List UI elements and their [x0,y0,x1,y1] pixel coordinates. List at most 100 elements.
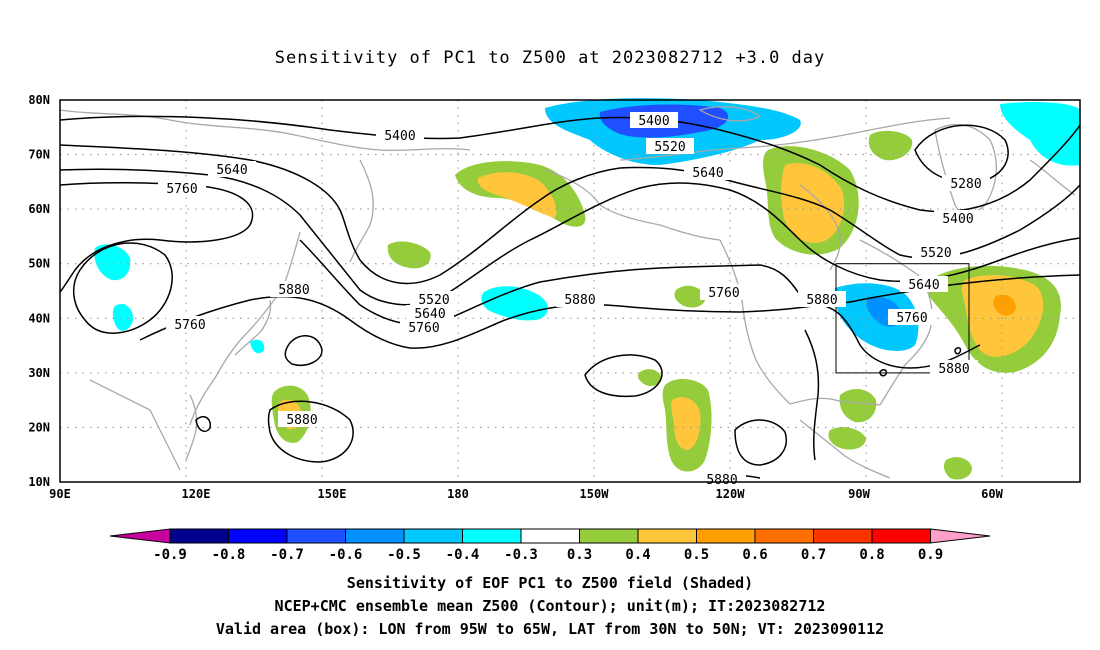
colorbar-swatch [345,528,405,544]
positive-patch-alaska [387,241,431,269]
contour-5880-g [804,329,820,461]
contour-label-group: 5400 [630,112,678,129]
colorbar-swatch [403,528,463,544]
contour-label: 5880 [564,293,595,308]
negative-patch-northpac [481,286,548,321]
contour-label-group: 5640 [900,276,948,293]
lat-label: 30N [28,366,50,380]
contour-label: 5760 [166,182,197,197]
colorbar-swatch [286,528,346,544]
chart-title: Sensitivity of PC1 to Z500 at 2023082712… [274,48,826,68]
positive-patch-s-atl [943,457,972,480]
colorbar-swatch [520,528,580,544]
coast-alaska [544,169,721,241]
negative-patch-pacific-w2 [112,303,134,331]
contour-label-group: 5280 [942,175,990,192]
contour-5880-e [267,400,354,463]
contour-label: 5880 [286,413,317,428]
lon-labels: 90E 120E 150E 180 150W 120W 90W 60W [49,487,1003,501]
coast-arctic-islands [698,105,762,122]
coast-gulf [789,397,881,406]
contour-label-group: 5880 [930,360,978,377]
contour-5760-a [59,182,254,293]
positive-patch-carib [828,427,866,450]
lat-label: 50N [28,257,50,271]
colorbar-label: -0.5 [387,547,421,563]
contour-label-group: 5880 [278,411,326,428]
lon-label: 150W [580,487,610,501]
lat-label: 70N [28,148,50,162]
caption-valid-area: Valid area (box): LON from 95W to 65W, L… [215,620,885,638]
contour-5880-j [954,347,962,355]
positive-patch-greenland [868,130,913,161]
contour-label: 5280 [950,177,981,192]
positive-core-epac [671,397,701,450]
coast-central-am [799,419,891,479]
lon-label: 90W [848,487,870,501]
positive-core-bering [477,172,557,218]
colorbar-label: -0.3 [504,547,538,563]
colorbar-label: 0.7 [801,547,826,563]
colorbar-swatch [754,528,814,544]
contour-label: 5760 [896,311,927,326]
lon-label: 120E [182,487,211,501]
lat-label: 20N [28,420,50,434]
lat-labels: 80N 70N 60N 50N 40N 30N 20N 10N [28,93,50,489]
contour-5880-f [734,419,787,466]
contour-label: 5880 [938,362,969,377]
coast-asia-east [189,231,301,426]
contour-label-group: 5760 [400,319,448,336]
lat-label: 60N [28,202,50,216]
contour-label-group: 5400 [934,210,982,227]
colorbar-label: -0.6 [329,547,363,563]
lon-label: 180 [447,487,469,501]
contour-label-layer: 5400 5400 5520 5640 5640 5760 5280 5400 [158,112,990,488]
contour-5880-h [195,416,212,433]
coast-hudson [799,184,841,271]
contour-label-group: 5640 [684,164,732,181]
positive-core-atlantic [961,275,1044,357]
lon-label: 150E [318,487,347,501]
valid-area-box [835,263,970,374]
contour-label-group: 5880 [698,472,746,488]
positive-patch-gulf [839,388,877,423]
contour-5280-greenland [914,124,1009,184]
caption-shading: Sensitivity of EOF PC1 to Z500 field (Sh… [346,574,754,592]
negative-patch-arctic-east [1000,102,1080,166]
coast-japan [234,299,272,356]
coast-n-america-west [719,239,791,405]
colorbar-right-arrow [930,528,991,544]
contour-5880-i [879,369,888,377]
coast-southeast-asia [89,379,181,471]
contour-label: 5880 [706,473,737,488]
colorbar-swatch [579,528,639,544]
coast-n-america-east [859,239,933,406]
negative-patch-japan [250,339,265,354]
contour-label-group: 5640 [208,161,256,178]
colorbar-label: 0.8 [859,547,884,563]
contour-label: 5880 [806,293,837,308]
contour-label: 5640 [908,278,939,293]
colorbar-label: 0.3 [567,547,592,563]
contour-label-group: 5880 [798,291,846,308]
contour-label-group: 5400 [376,127,424,144]
colorbar-swatch [462,528,522,544]
contour-5880-c [284,335,323,366]
contour-label: 5640 [216,163,247,178]
contour-label: 5400 [942,212,973,227]
coast-europe [1029,159,1076,196]
coast-asia-north [59,109,471,152]
colorbar-label: 0.9 [918,547,943,563]
lat-label: 40N [28,311,50,325]
map-frame [59,99,1081,483]
coast-greenland [934,123,997,215]
contour-label: 5520 [418,293,449,308]
lon-label: 120W [716,487,746,501]
contour-5880-d [584,354,663,398]
contour-label-group: 5880 [556,291,604,308]
contour-label-group: 5760 [700,284,748,301]
positive-patch-pac-mid [674,285,706,308]
colorbar-swatch [871,528,931,544]
contour-label-group: 5520 [646,138,694,155]
